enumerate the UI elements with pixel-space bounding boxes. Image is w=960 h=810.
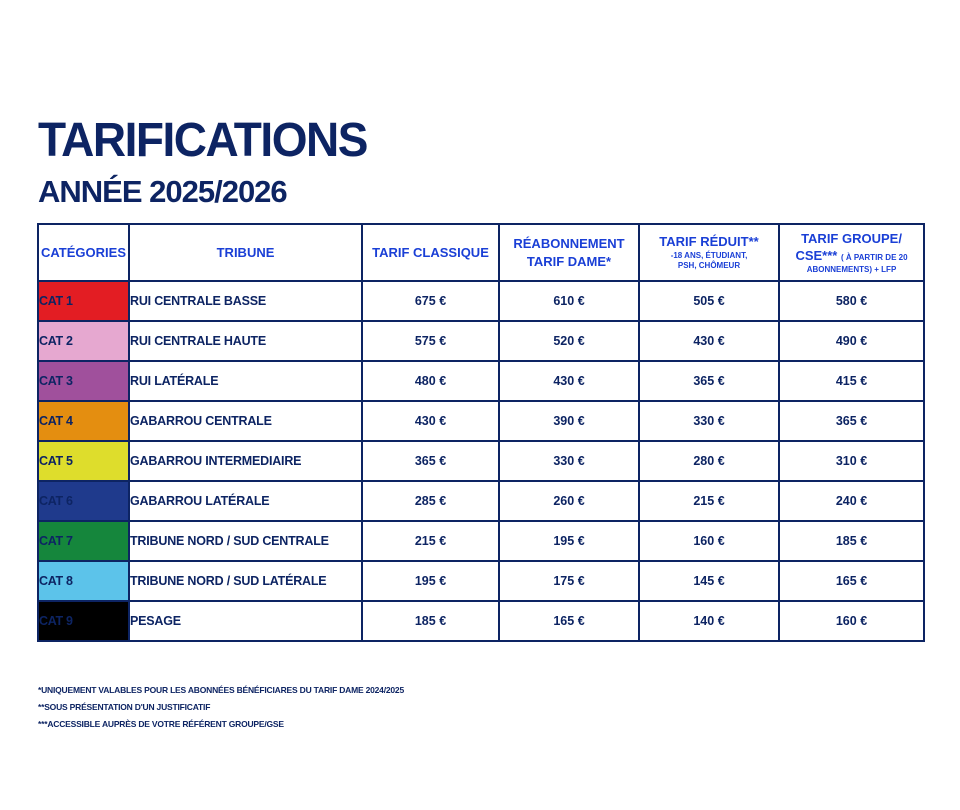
header-reduit-detail-2: PSH, CHÔMEUR [677, 261, 741, 271]
tarif-groupe-cell: 415 € [778, 360, 925, 402]
header-groupe-line2: CSE*** [795, 248, 838, 264]
reabonnement-cell: 175 € [498, 560, 640, 602]
footnotes: *UNIQUEMENT VALABLES POUR LES ABONNÉES B… [38, 682, 404, 733]
tarif-reduit-cell: 145 € [638, 560, 780, 602]
table-row: CAT 8 TRIBUNE NORD / SUD LATÉRALE 195 €175… [37, 560, 925, 602]
tarif-reduit-cell: 160 € [638, 520, 780, 562]
footnote: ***ACCESSIBLE AUPRÈS DE VOTRE RÉFÉRENT G… [38, 719, 284, 729]
tribune-cell: RUI CENTRALE BASSE [128, 280, 363, 322]
tarif-reduit-cell: 505 € [638, 280, 780, 322]
header-tarif-classique: TARIF CLASSIQUE [361, 223, 500, 282]
tarif-classique-cell: 185 € [361, 600, 500, 642]
page-subtitle: ANNÉE 2025/2026 [38, 174, 288, 209]
header-groupe-detail-1: ( À PARTIR DE 20 [841, 253, 908, 263]
tarif-groupe-cell: 160 € [778, 600, 925, 642]
tribune-cell: GABARROU CENTRALE [128, 400, 363, 442]
header-tarif-reduit: TARIF RÉDUIT** -18 ANS, ÉTUDIANT, PSH, C… [638, 223, 780, 282]
header-tribune: TRIBUNE [128, 223, 363, 282]
reabonnement-cell: 430 € [498, 360, 640, 402]
tarif-classique-cell: 215 € [361, 520, 500, 562]
header-reduit-detail-1: -18 ANS, ÉTUDIANT, [670, 250, 748, 260]
table-row: CAT 3 RUI LATÉRALE 480 €430 €365 €415 € [37, 360, 925, 402]
table-row: CAT 5 GABARROU INTERMEDIAIRE 365 €330 €280… [37, 440, 925, 482]
header-groupe-line1: TARIF GROUPE/ [801, 230, 902, 246]
tarif-reduit-cell: 140 € [638, 600, 780, 642]
table-row: CAT 7 TRIBUNE NORD / SUD CENTRALE 215 €195… [37, 520, 925, 562]
footnote: *UNIQUEMENT VALABLES POUR LES ABONNÉES B… [38, 685, 404, 695]
tarif-groupe-cell: 490 € [778, 320, 925, 362]
table-header-row: CATÉGORIES TRIBUNE TARIF CLASSIQUE RÉABO… [37, 223, 925, 282]
tarif-reduit-cell: 280 € [638, 440, 780, 482]
tribune-cell: GABARROU LATÉRALE [128, 480, 363, 522]
pricing-table: CATÉGORIES TRIBUNE TARIF CLASSIQUE RÉABO… [37, 223, 925, 642]
header-reduit-title: TARIF RÉDUIT** [659, 234, 759, 250]
tarif-groupe-cell: 165 € [778, 560, 925, 602]
table-row: CAT 9 PESAGE 185 €165 €140 €160 € [37, 600, 925, 642]
page-title: TARIFICATIONS [38, 111, 368, 167]
table-row: CAT 6 GABARROU LATÉRALE 285 €260 €215 €240… [37, 480, 925, 522]
tarif-groupe-cell: 310 € [778, 440, 925, 482]
tarif-reduit-cell: 330 € [638, 400, 780, 442]
tarif-classique-cell: 365 € [361, 440, 500, 482]
tarif-classique-cell: 195 € [361, 560, 500, 602]
header-categories: CATÉGORIES [37, 223, 130, 282]
tribune-cell: GABARROU INTERMEDIAIRE [128, 440, 363, 482]
tarif-reduit-cell: 430 € [638, 320, 780, 362]
table-row: CAT 4 GABARROU CENTRALE 430 €390 €330 €365… [37, 400, 925, 442]
tribune-cell: PESAGE [128, 600, 363, 642]
reabonnement-cell: 330 € [498, 440, 640, 482]
category-cell: CAT 3 [37, 360, 130, 402]
category-cell: CAT 2 [37, 320, 130, 362]
tarif-classique-cell: 675 € [361, 280, 500, 322]
tribune-cell: TRIBUNE NORD / SUD LATÉRALE [128, 560, 363, 602]
tarif-groupe-cell: 240 € [778, 480, 925, 522]
tarif-classique-cell: 430 € [361, 400, 500, 442]
header-reabonnement: RÉABONNEMENT TARIF DAME* [498, 223, 640, 282]
table-row: CAT 2 RUI CENTRALE HAUTE 575 €520 €430 €49… [37, 320, 925, 362]
reabonnement-cell: 610 € [498, 280, 640, 322]
tarif-reduit-cell: 365 € [638, 360, 780, 402]
header-tarif-groupe: TARIF GROUPE/ CSE*** ( À PARTIR DE 20 AB… [778, 223, 925, 282]
header-groupe-detail-2: ABONNEMENTS) + LFP [806, 264, 897, 274]
category-cell: CAT 4 [37, 400, 130, 442]
tarif-classique-cell: 480 € [361, 360, 500, 402]
tarif-groupe-cell: 185 € [778, 520, 925, 562]
tribune-cell: RUI CENTRALE HAUTE [128, 320, 363, 362]
reabonnement-cell: 520 € [498, 320, 640, 362]
reabonnement-cell: 195 € [498, 520, 640, 562]
tarif-groupe-cell: 580 € [778, 280, 925, 322]
table-body: CAT 1 RUI CENTRALE BASSE 675 €610 €505 €58… [37, 280, 925, 642]
reabonnement-cell: 390 € [498, 400, 640, 442]
category-cell: CAT 9 [37, 600, 130, 642]
category-cell: CAT 7 [37, 520, 130, 562]
tarif-classique-cell: 285 € [361, 480, 500, 522]
tarif-classique-cell: 575 € [361, 320, 500, 362]
table-row: CAT 1 RUI CENTRALE BASSE 675 €610 €505 €58… [37, 280, 925, 322]
reabonnement-cell: 260 € [498, 480, 640, 522]
tribune-cell: RUI LATÉRALE [128, 360, 363, 402]
tarif-groupe-cell: 365 € [778, 400, 925, 442]
header-reabonnement-line1: RÉABONNEMENT [513, 235, 625, 251]
category-cell: CAT 6 [37, 480, 130, 522]
reabonnement-cell: 165 € [498, 600, 640, 642]
tarif-reduit-cell: 215 € [638, 480, 780, 522]
footnote: **SOUS PRÉSENTATION D'UN JUSTIFICATIF [38, 702, 211, 712]
category-cell: CAT 5 [37, 440, 130, 482]
category-cell: CAT 1 [37, 280, 130, 322]
header-reabonnement-line2: TARIF DAME* [526, 253, 612, 269]
category-cell: CAT 8 [37, 560, 130, 602]
tribune-cell: TRIBUNE NORD / SUD CENTRALE [128, 520, 363, 562]
